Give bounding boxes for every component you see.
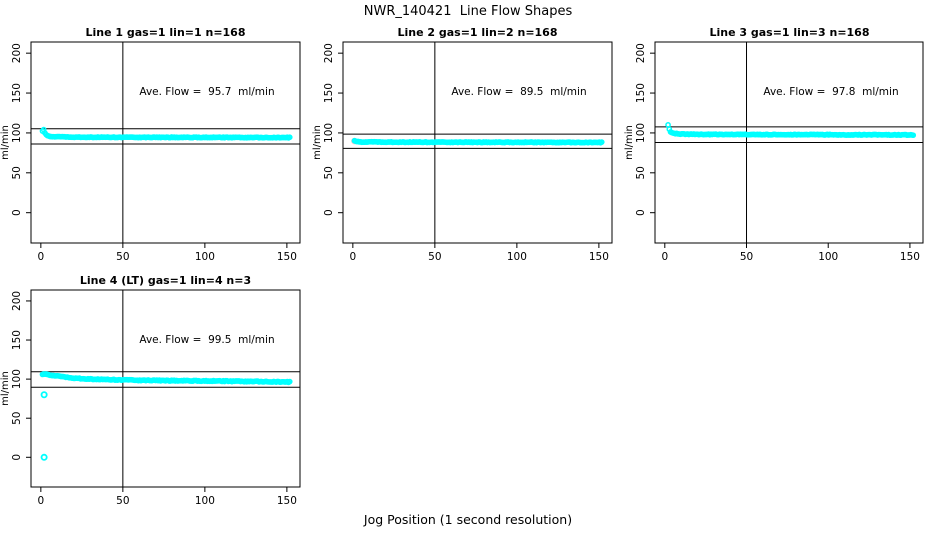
panel-line-2: 0 50 100 150 0 50 100 150 200 ml/min Line 2 gas=1… [312,25,624,277]
x-tick-label: 50 [116,495,129,507]
panel-title: Line 2 gas=1 lin=2 n=168 [397,26,558,39]
plot-area-line-4: 0 50 100 150 0 50 100 150 200 ml/min [0,289,301,507]
y-tick-label: 0 [323,209,335,216]
plot-box [342,41,613,244]
x-tick-label: 150 [589,251,609,263]
figure-title: NWR_140421 Line Flow Shapes [363,4,573,19]
panel-title: Line 3 gas=1 lin=3 n=168 [709,26,870,39]
ave-flow-annotation: Ave. Flow = 97.8 ml/min [763,86,899,98]
y-tick-label: 100 [323,123,335,143]
y-tick-label: 0 [11,209,23,216]
y-tick-label: 50 [635,166,647,179]
x-tick-label: 50 [740,251,753,263]
x-tick-label: 0 [37,495,44,507]
plot-area-line-3: 0 50 100 150 0 50 100 150 200 ml/min [624,41,924,263]
y-axis-label: ml/min [624,125,635,160]
plot-box [30,41,301,244]
y-tick-label: 200 [635,43,647,63]
y-axis-label: ml/min [312,125,323,160]
flow-data-point [286,134,293,141]
flow-data-point [598,139,605,145]
x-tick-label: 0 [37,251,44,263]
x-tick-label: 0 [349,251,356,263]
y-tick-label: 50 [11,412,23,425]
x-tick-label: 150 [277,251,297,263]
x-tick-label: 150 [900,251,920,263]
x-tick-label: 100 [507,251,527,263]
y-tick-label: 150 [11,83,23,103]
panel-line-4: 0 50 100 150 0 50 100 150 200 ml/min Line 4 (LT) … [0,273,312,525]
y-tick-label: 200 [11,43,23,63]
y-tick-label: 150 [11,330,23,350]
x-tick-label: 150 [277,495,297,507]
y-tick-label: 0 [11,454,23,461]
x-tick-label: 0 [661,251,668,263]
ave-flow-annotation: Ave. Flow = 95.7 ml/min [139,86,275,98]
outlier-data-point [40,391,48,399]
flow-data-point [286,378,293,385]
panel-title: Line 1 gas=1 lin=1 n=168 [85,26,246,39]
flow-data-point [910,132,917,139]
y-axis-label: ml/min [0,125,11,160]
y-tick-label: 200 [11,291,23,311]
panel-line-3: 0 50 100 150 0 50 100 150 200 ml/min Line 3 gas=1… [624,25,936,277]
x-tick-label: 100 [195,495,215,507]
ave-flow-annotation: Ave. Flow = 99.5 ml/min [139,334,275,346]
x-tick-label: 50 [428,251,441,263]
y-tick-label: 100 [635,123,647,143]
ave-flow-annotation: Ave. Flow = 89.5 ml/min [451,86,587,98]
y-tick-label: 50 [11,166,23,179]
panel-line-1: 0 50 100 150 0 50 100 150 200 ml/min Line 1 gas=1… [0,25,312,277]
plot-box [30,289,301,488]
y-tick-label: 200 [323,43,335,63]
x-tick-label: 50 [116,251,129,263]
outlier-data-point [40,453,48,461]
x-tick-label: 100 [195,251,215,263]
y-tick-label: 150 [323,83,335,103]
y-tick-label: 100 [11,369,23,389]
x-axis-label: Jog Position (1 second resolution) [363,512,573,527]
plot-area-line-1: 0 50 100 150 0 50 100 150 200 ml/min [0,41,301,263]
y-tick-label: 0 [635,209,647,216]
x-tick-label: 100 [818,251,838,263]
flow-data-point [665,121,671,128]
y-tick-label: 100 [11,123,23,143]
y-tick-label: 150 [635,83,647,103]
y-tick-label: 50 [323,166,335,179]
y-axis-label: ml/min [0,371,11,406]
panel-title: Line 4 (LT) gas=1 lin=4 n=3 [79,274,252,287]
plot-area-line-2: 0 50 100 150 0 50 100 150 200 ml/min [312,41,613,263]
